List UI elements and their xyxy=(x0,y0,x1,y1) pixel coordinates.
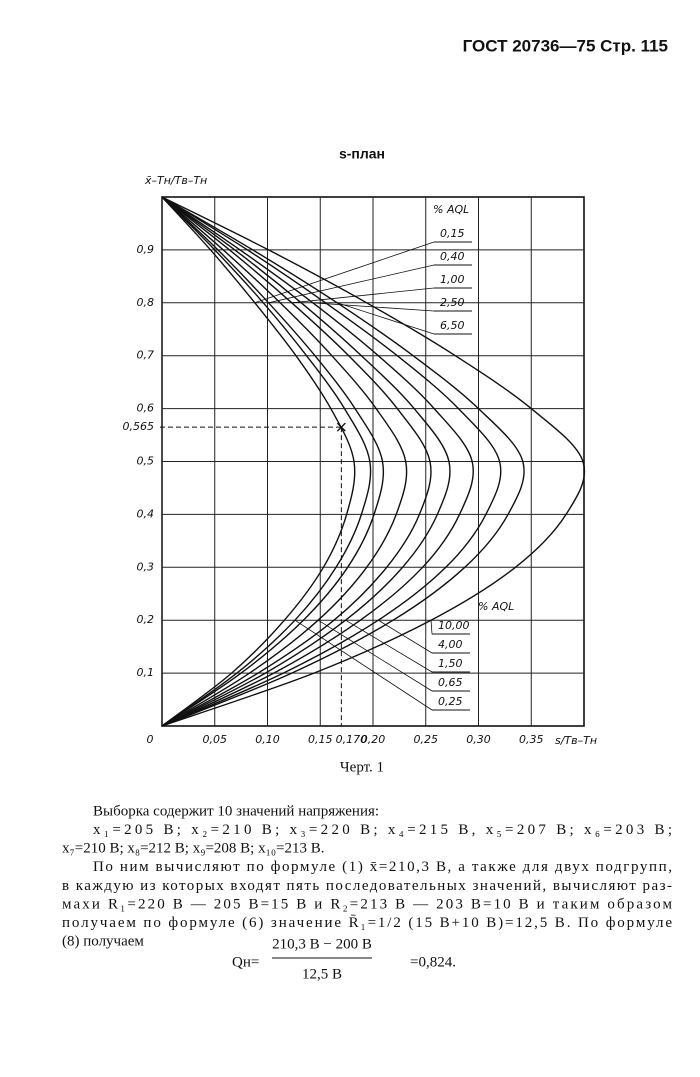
aql-label: 0,25 xyxy=(438,695,463,708)
oc-curve xyxy=(161,196,408,727)
y-tick-label: 0,7 xyxy=(137,349,155,362)
x-axis-label: s/Tв–Tн xyxy=(555,734,597,747)
oc-curve xyxy=(161,196,525,727)
x-tick-label: 0,35 xyxy=(519,733,544,746)
x-tick-label: 0,10 xyxy=(255,733,280,746)
y-tick-label: 0,1 xyxy=(137,666,155,679)
aql-leader xyxy=(268,264,435,304)
aql-leader xyxy=(294,619,433,711)
aql-leader xyxy=(337,302,435,335)
aql-label: 6,50 xyxy=(440,319,465,332)
page-header: ГОСТ 20736—75 Стр. 115 xyxy=(463,36,668,55)
aql-leader xyxy=(317,619,433,692)
y-tick-label: 0,5 xyxy=(137,455,155,468)
aql-label: 1,50 xyxy=(438,657,463,670)
oc-curve xyxy=(161,196,586,727)
oc-curve xyxy=(161,196,356,727)
text-line: Выборка содержит 10 значений напряжения: xyxy=(93,803,379,819)
aql-leader xyxy=(430,620,433,635)
oc-curve xyxy=(161,196,502,727)
x-tick-label: 0,20 xyxy=(361,733,386,746)
aql-leader xyxy=(312,302,435,312)
formula-numerator: 210,3 В − 200 В xyxy=(272,936,372,952)
text-line: махи R₁=220 В — 205 В=15 В и R₂=213 В — … xyxy=(62,896,673,912)
aql-label: 0,40 xyxy=(440,250,465,263)
aql-leader xyxy=(378,619,433,654)
plot: 0 0,05 0,10 0,15 0,20 0,25 0,30 0,35 0,1 0,2 0,3 0,… xyxy=(123,196,586,746)
y-tick-label: 0,8 xyxy=(137,296,155,309)
x-tick-label: 0,15 xyxy=(308,733,333,746)
text-line: x₇=210 В; x₈=212 В; x₉=208 В; x₁₀=213 В. xyxy=(62,841,325,857)
text-line: По ним вычисляют по формуле (1) x̄=210,3… xyxy=(93,859,672,875)
x-tick-label: 0 xyxy=(147,733,154,746)
x-tick-label: 0,30 xyxy=(466,733,491,746)
aql-leader xyxy=(254,241,435,304)
x-tick-label: 0,25 xyxy=(414,733,439,746)
aql-heading: % AQL xyxy=(478,600,514,613)
x-tick-label: 0,05 xyxy=(203,733,228,746)
aql-label: 0,15 xyxy=(440,227,465,240)
y-tick-label: 0,2 xyxy=(137,613,155,626)
marker-x-label: 0,170 xyxy=(336,733,368,746)
text-line: (8) получаем xyxy=(62,934,144,950)
y-axis-label: x̄–Tн/Tв–Tн xyxy=(144,174,207,187)
aql-leader xyxy=(291,287,435,304)
aql-label: 1,00 xyxy=(440,273,465,286)
formula-denominator: 12,5 В xyxy=(302,966,342,982)
caption: Черт. 1 xyxy=(340,759,384,775)
y-tick-label: 0,6 xyxy=(137,402,155,415)
aql-heading: % AQL xyxy=(433,203,469,216)
body-text: Выборка содержит 10 значений напряжения:… xyxy=(62,803,673,982)
text-line: получаем по формуле (6) значение R̄₁=1/2… xyxy=(62,915,672,931)
aql-leader xyxy=(345,619,433,673)
aql-label: 0,65 xyxy=(438,676,463,689)
y-tick-label: 0,4 xyxy=(137,507,155,520)
formula-lhs: Qн= xyxy=(232,954,259,970)
oc-curve xyxy=(161,196,432,727)
y-tick-label: 0,9 xyxy=(137,243,155,256)
oc-curve xyxy=(161,196,385,727)
formula-result: =0,824. xyxy=(410,954,456,970)
oc-curve xyxy=(161,196,451,727)
oc-curve xyxy=(161,196,372,727)
aql-label: 4,00 xyxy=(438,638,463,651)
oc-curve xyxy=(161,196,474,727)
chart-title: s-план xyxy=(339,146,385,162)
text-line: в каждую из которых входят пять последов… xyxy=(62,878,672,894)
y-tick-label: 0,3 xyxy=(137,560,155,573)
text-line: x₁=205 В; x₂=210 В; x₃=220 В; x₄=215 В, … xyxy=(93,822,672,838)
aql-label: 2,50 xyxy=(440,296,465,309)
aql-label: 10,00 xyxy=(438,619,470,632)
marker-y-label: 0,565 xyxy=(123,420,155,433)
